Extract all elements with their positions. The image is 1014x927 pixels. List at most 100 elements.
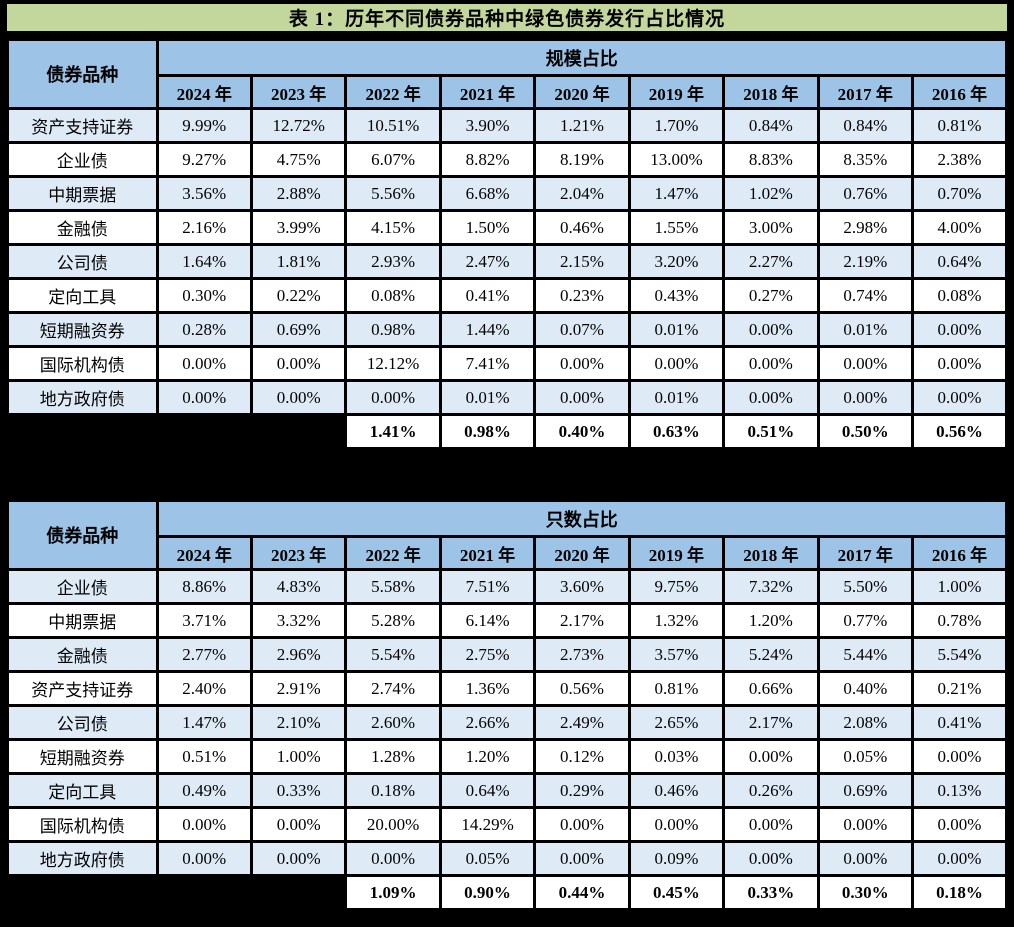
value-cell: 2.19% [816,243,915,280]
year-header: 2018 年 [722,535,820,571]
bond-type-label: 短期融资券 [5,738,159,775]
year-header: 2020 年 [533,74,631,110]
value-cell: 0.27% [722,277,820,314]
total-value-cell: 1.09% [344,874,442,912]
value-cell: 6.07% [344,141,442,178]
value-cell: 3.99% [249,209,348,246]
bond-type-column-header: 债券品种 [5,498,159,571]
value-cell: 0.00% [627,345,726,382]
value-cell: 3.71% [155,602,253,639]
value-cell: 6.14% [438,602,537,639]
value-cell: 1.36% [438,670,537,707]
value-cell: 0.00% [722,345,820,382]
year-header: 2020 年 [533,535,631,571]
value-cell: 1.44% [438,311,537,348]
table-row: 金融债 2.77% 2.96% 5.54% 2.75% 2.73% 3.57% 5.24% 5.… [5,636,1009,673]
value-cell: 7.32% [722,568,820,605]
year-header: 2023 年 [249,535,348,571]
header-row-group: 债券品种 规模占比 [5,37,1009,110]
table-row: 地方政府债 0.00% 0.00% 0.00% 0.05% 0.00% 0.09% 0.00%… [5,840,1009,877]
year-header: 2024 年 [155,74,253,110]
value-cell: 1.81% [249,243,348,280]
group-header-count: 只数占比 [155,498,1009,538]
total-value-cell: 0.63% [627,413,726,451]
table-row: 资产支持证券 9.99% 12.72% 10.51% 3.90% 1.21% 1.70% 0.… [5,107,1009,144]
value-cell: 0.51% [155,738,253,775]
year-header: 2022 年 [344,535,442,571]
value-cell: 0.66% [722,670,820,707]
value-cell: 4.75% [249,141,348,178]
value-cell: 0.21% [911,670,1009,707]
value-cell: 6.68% [438,175,537,212]
value-cell: 0.09% [627,840,726,877]
year-header: 2021 年 [438,535,537,571]
value-cell: 0.00% [533,840,631,877]
value-cell: 0.03% [627,738,726,775]
value-cell: 5.54% [911,636,1009,673]
value-cell: 0.70% [911,175,1009,212]
group-header-scale: 规模占比 [155,37,1009,77]
value-cell: 0.74% [816,277,915,314]
value-cell: 2.10% [249,704,348,741]
table-row: 中期票据 3.71% 3.32% 5.28% 6.14% 2.17% 1.32% 1.20% 0… [5,602,1009,639]
bond-type-column-header: 债券品种 [5,37,159,110]
value-cell: 2.40% [155,670,253,707]
value-cell: 2.38% [911,141,1009,178]
value-cell: 5.56% [344,175,442,212]
bond-type-label: 企业债 [5,568,159,605]
value-cell: 0.05% [816,738,915,775]
value-cell: 0.64% [911,243,1009,280]
table-row: 地方政府债 0.00% 0.00% 0.00% 0.01% 0.00% 0.01% 0.00%… [5,379,1009,416]
value-cell: 0.00% [344,379,442,416]
table-row: 中期票据 3.56% 2.88% 5.56% 6.68% 2.04% 1.47% 1.02% 0… [5,175,1009,212]
value-cell: 4.00% [911,209,1009,246]
value-cell: 3.60% [533,568,631,605]
bond-type-label: 中期票据 [5,175,159,212]
bond-type-label: 资产支持证券 [5,107,159,144]
bond-type-label: 企业债 [5,141,159,178]
bond-type-label: 定向工具 [5,277,159,314]
bond-type-label: 短期融资券 [5,311,159,348]
value-cell: 1.00% [911,568,1009,605]
value-cell: 0.69% [249,311,348,348]
value-cell: 0.01% [438,379,537,416]
value-cell: 0.07% [533,311,631,348]
value-cell: 7.51% [438,568,537,605]
value-cell: 10.51% [344,107,442,144]
table-title: 表 1：历年不同债券品种中绿色债券发行占比情况 [5,2,1009,33]
total-value-cell: 0.45% [627,874,726,912]
value-cell: 0.00% [155,379,253,416]
value-cell: 0.01% [816,311,915,348]
value-cell: 0.00% [344,840,442,877]
value-cell: 3.90% [438,107,537,144]
value-cell: 1.28% [344,738,442,775]
total-value-cell: 0.30% [816,874,915,912]
year-header: 2017 年 [816,74,915,110]
value-cell: 2.93% [344,243,442,280]
value-cell: 0.22% [249,277,348,314]
value-cell: 0.00% [533,345,631,382]
table-row: 金融债 2.16% 3.99% 4.15% 1.50% 0.46% 1.55% 3.00% 2.… [5,209,1009,246]
value-cell: 2.77% [155,636,253,673]
value-cell: 0.00% [155,806,253,843]
value-cell: 0.08% [344,277,442,314]
bond-type-label: 公司债 [5,243,159,280]
value-cell: 8.35% [816,141,915,178]
value-cell: 0.30% [155,277,253,314]
value-cell: 0.00% [722,806,820,843]
table-row: 公司债 1.64% 1.81% 2.93% 2.47% 2.15% 3.20% 2.27% 2.… [5,243,1009,280]
value-cell: 0.18% [344,772,442,809]
total-value-cell: 0.50% [816,413,915,451]
value-cell: 0.00% [249,345,348,382]
value-cell: 2.08% [816,704,915,741]
value-cell: 0.00% [816,345,915,382]
header-row-years: 2024 年 2023 年 2022 年 2021 年 2020 年 2019 年 2018… [7,74,1009,110]
total-value-cell: 0.40% [533,413,631,451]
value-cell: 0.00% [722,311,820,348]
header-row-years: 2024 年 2023 年 2022 年 2021 年 2020 年 2019 年 2018… [7,535,1009,571]
bond-type-label: 资产支持证券 [5,670,159,707]
value-cell: 12.12% [344,345,442,382]
value-cell: 0.84% [722,107,820,144]
value-cell: 0.00% [722,379,820,416]
